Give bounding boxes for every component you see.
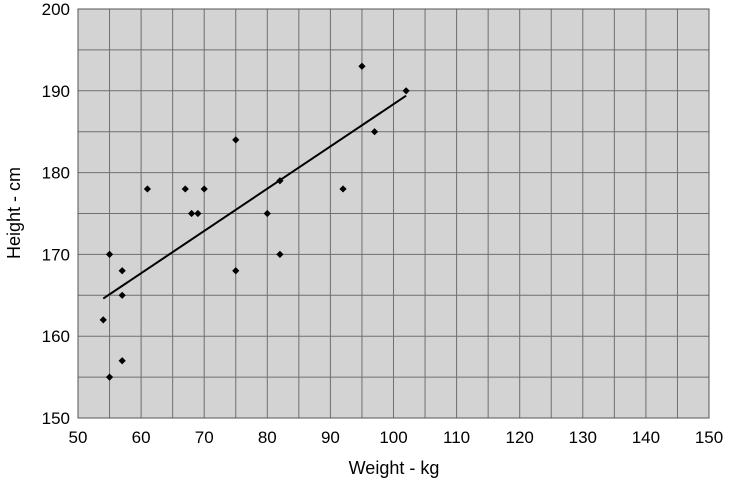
x-tick-label: 80 (258, 428, 277, 447)
data-point (118, 267, 126, 275)
data-point (99, 316, 107, 324)
plot-border (77, 8, 710, 419)
y-axis-title: Height - cm (4, 167, 24, 259)
data-point (358, 62, 366, 70)
data-point (194, 209, 202, 218)
data-point (181, 185, 189, 193)
x-tick-label: 50 (69, 428, 88, 447)
x-tick-label: 100 (379, 428, 407, 447)
y-tick-label: 200 (42, 0, 70, 19)
data-point (200, 185, 208, 193)
data-point (402, 87, 410, 95)
data-point (232, 267, 240, 275)
data-point (105, 250, 114, 258)
x-tick-label: 150 (695, 428, 723, 447)
y-tick-label: 170 (42, 245, 70, 264)
x-axis-title: Weight - kg (349, 458, 440, 478)
x-tick-label: 120 (506, 428, 534, 447)
trendline (102, 94, 407, 300)
data-point (232, 136, 240, 144)
x-tick-label: 110 (443, 428, 470, 447)
data-point (339, 185, 347, 193)
data-point (105, 373, 114, 381)
x-tick-label: 140 (632, 428, 660, 447)
data-points (99, 62, 410, 381)
data-point (118, 291, 126, 299)
data-point (118, 357, 126, 365)
data-point (276, 250, 284, 258)
y-tick-label: 190 (42, 82, 70, 101)
x-tick-label: 90 (321, 428, 340, 447)
data-point (187, 209, 196, 218)
x-tick-label: 70 (195, 428, 214, 447)
x-tick-label: 60 (132, 428, 151, 447)
data-point (370, 128, 379, 136)
data-point (263, 209, 271, 218)
x-axis-tick-labels: 50 60 70 80 90 100 110 120 130 140 150 (69, 428, 724, 447)
data-point (143, 185, 152, 193)
y-tick-label: 150 (42, 409, 70, 428)
y-tick-label: 160 (42, 327, 70, 346)
y-tick-label: 180 (42, 164, 70, 183)
y-axis-tick-labels: 150 160 170 180 190 200 (42, 0, 70, 428)
data-point (276, 177, 284, 185)
x-tick-label: 130 (569, 428, 597, 447)
